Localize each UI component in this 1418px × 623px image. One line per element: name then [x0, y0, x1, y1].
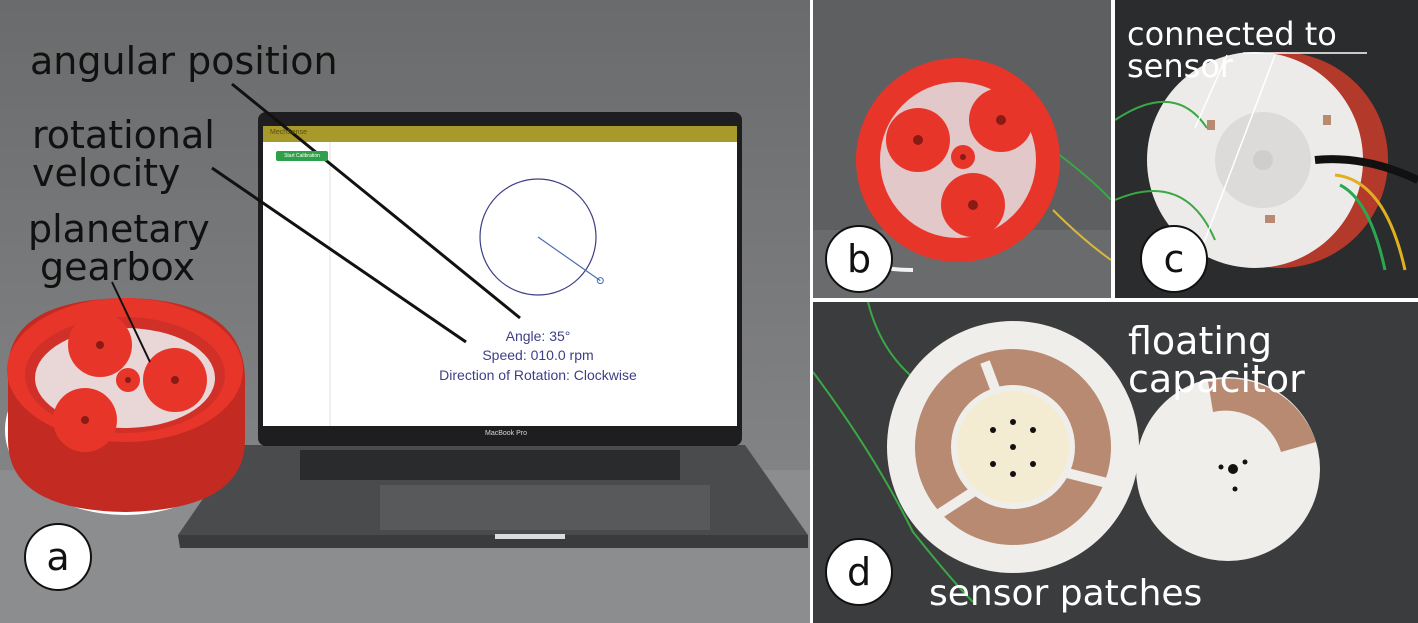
leader-connected-to-sensor-1: [1194, 54, 1228, 129]
leader-rotational-velocity: [211, 166, 467, 344]
angle-readout: Angle: 35°: [505, 328, 571, 344]
panel-d: floating capacitor sensor patches d: [813, 302, 1418, 623]
angle-dial: [479, 178, 597, 296]
callout-sensor-patches: sensor patches: [929, 573, 1203, 614]
floating-capacitor-disc: [1136, 377, 1320, 561]
laptop-screen: [263, 126, 737, 426]
panel-b-photo: [813, 0, 1111, 298]
leader-angular-position: [231, 82, 521, 320]
callout-gearbox: gearbox: [40, 245, 196, 289]
panel-b: b: [813, 0, 1111, 298]
laptop-brand-label: MacBook Pro: [485, 430, 528, 437]
panel-label-c: c: [1140, 225, 1208, 293]
callout-floating-capacitor: floating capacitor: [1128, 319, 1305, 401]
start-calibration-button[interactable]: Start Calibration: [276, 151, 328, 161]
panel-a-photo: [0, 0, 810, 623]
app-header-bar: [263, 126, 737, 142]
panel-c: connected to sensor c: [1115, 0, 1418, 298]
callout-rotational: rotational: [32, 113, 215, 157]
callout-velocity: velocity: [32, 151, 181, 195]
leader-planetary-gearbox: [111, 281, 151, 363]
angle-needle-tip: [596, 277, 604, 285]
planetary-gearbox: [5, 298, 245, 515]
callout-angular-position: angular position: [30, 39, 338, 83]
panel-d-photo: [813, 302, 1418, 623]
panel-label-b: b: [825, 225, 893, 293]
laptop-keyboard: [300, 450, 680, 480]
panel-label-a: a: [24, 523, 92, 591]
direction-readout: Direction of Rotation: Clockwise: [439, 367, 637, 383]
callout-planetary: planetary: [28, 207, 210, 251]
laptop-trackpad: [380, 485, 710, 530]
sensor-disc: [887, 321, 1139, 573]
panel-a: MechSense Start Calibration Angle: 35° S…: [0, 0, 810, 623]
app-title: MechSense: [270, 129, 307, 136]
callout-connected-to-sensor: connected to sensor: [1127, 15, 1337, 85]
leader-connected-to-sensor-2: [1202, 54, 1276, 246]
panel-label-d: d: [825, 538, 893, 606]
planetary-gearbox-front: [856, 58, 1060, 262]
angle-needle: [537, 236, 601, 282]
speed-readout: Speed: 010.0 rpm: [482, 347, 594, 363]
